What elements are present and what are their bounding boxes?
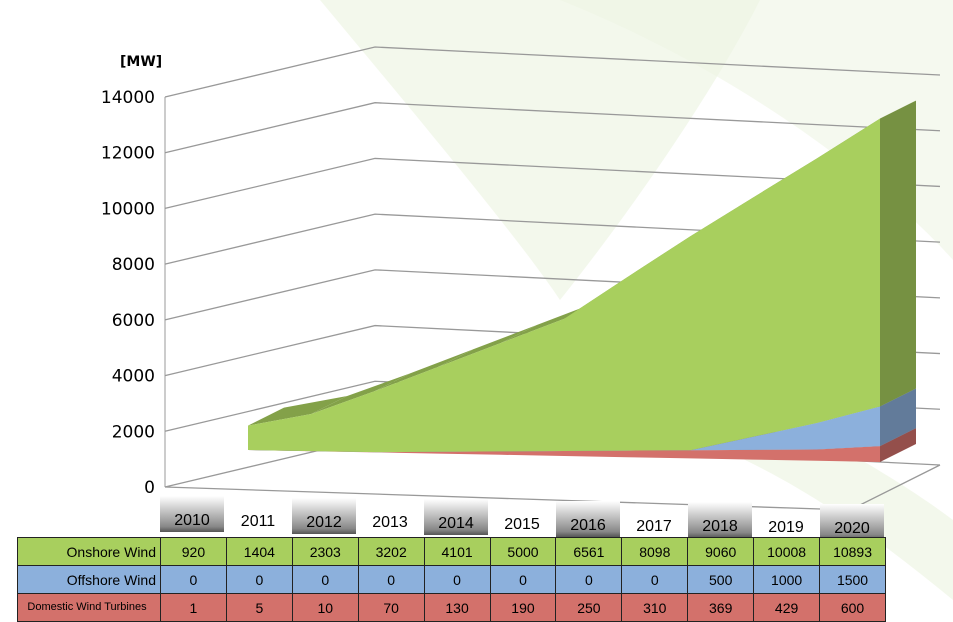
table-cell: 369 (688, 594, 754, 622)
table-cell: 0 (161, 566, 227, 594)
y-axis-label: [MW] (120, 54, 162, 70)
x-tick-label: 2016 (556, 501, 620, 537)
table-cell: 1500 (820, 566, 886, 594)
x-tick-label: 2010 (160, 496, 224, 532)
table-cell: 130 (424, 594, 490, 622)
table-cell: 0 (358, 566, 424, 594)
table-cell: 10893 (820, 538, 886, 566)
table-cell: 1000 (754, 566, 820, 594)
table-cell: 310 (622, 594, 688, 622)
y-tick-label: 14000 (101, 88, 155, 108)
table-cell: 1 (161, 594, 227, 622)
table-cell: 6561 (556, 538, 622, 566)
table-cell: 0 (490, 566, 556, 594)
legend-entry: Offshore Wind (18, 566, 161, 594)
table-cell: 0 (292, 566, 358, 594)
y-tick-label: 0 (144, 478, 155, 498)
table-cell: 600 (820, 594, 886, 622)
y-tick-label: 12000 (101, 144, 155, 164)
table-cell: 1404 (226, 538, 292, 566)
table-cell: 5 (226, 594, 292, 622)
table-cell: 2303 (292, 538, 358, 566)
table-cell: 4101 (424, 538, 490, 566)
table-cell: 3202 (358, 538, 424, 566)
y-tick-label: 6000 (112, 311, 155, 331)
table-cell: 500 (688, 566, 754, 594)
table-cell: 0 (556, 566, 622, 594)
x-tick-label: 2018 (688, 502, 752, 538)
y-tick-label: 8000 (112, 255, 155, 275)
table-cell: 190 (490, 594, 556, 622)
chart-page: [MW] 02000400060008000100001200014000 20… (0, 0, 953, 622)
x-tick-label: 2013 (358, 498, 422, 534)
x-tick-label: 2014 (424, 499, 488, 535)
table-cell: 0 (622, 566, 688, 594)
table-cell: 0 (226, 566, 292, 594)
table-cell: 920 (161, 538, 227, 566)
table-cell: 250 (556, 594, 622, 622)
x-tick-label: 2012 (292, 498, 356, 534)
y-tick-label: 10000 (101, 199, 155, 219)
x-tick-label: 2015 (490, 500, 554, 536)
table-cell: 70 (358, 594, 424, 622)
table-cell: 5000 (490, 538, 556, 566)
table-cell: 9060 (688, 538, 754, 566)
table-cell: 10 (292, 594, 358, 622)
legend-entry: Domestic Wind Turbines (18, 594, 161, 622)
table-cell: 429 (754, 594, 820, 622)
x-tick-label: 2017 (622, 502, 686, 538)
x-tick-label: 2011 (226, 497, 290, 533)
y-tick-label: 2000 (112, 422, 155, 442)
x-tick-label: 2020 (820, 504, 884, 540)
legend-entry: Onshore Wind (18, 538, 161, 566)
table-cell: 0 (424, 566, 490, 594)
area-side-face (880, 101, 916, 407)
table-cell: 8098 (622, 538, 688, 566)
x-tick-label: 2019 (754, 503, 818, 539)
table-cell: 10008 (754, 538, 820, 566)
y-tick-label: 4000 (112, 367, 155, 387)
